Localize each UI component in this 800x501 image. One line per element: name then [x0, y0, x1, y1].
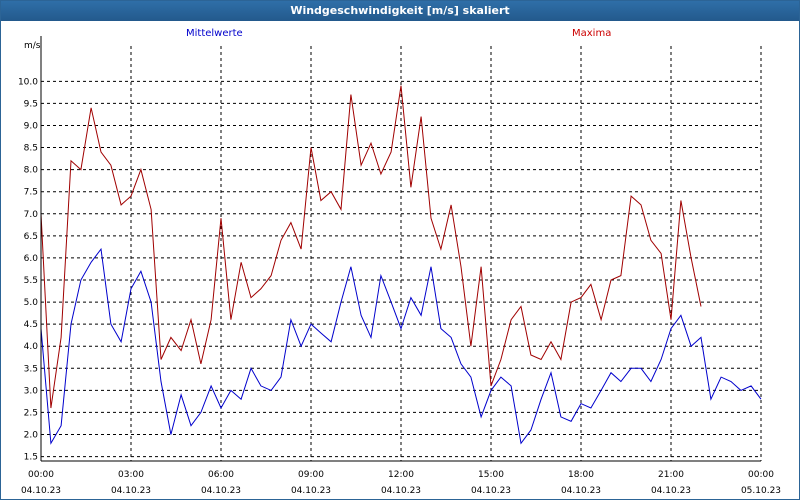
y-tick-label: 3.0: [24, 386, 39, 396]
y-tick-label: 4.0: [24, 342, 39, 352]
y-tick-label: 8.0: [24, 166, 39, 176]
y-tick-label: 6.0: [24, 254, 39, 264]
y-tick-label: 5.0: [24, 298, 39, 308]
x-tick-time: 18:00: [568, 470, 594, 480]
legend-maxima: Maxima: [572, 28, 612, 39]
x-tick-time: 09:00: [298, 470, 324, 480]
y-tick-label: 7.0: [24, 210, 39, 220]
y-tick-label: 7.5: [24, 188, 38, 198]
x-tick-time: 12:00: [388, 470, 414, 480]
y-tick-label: 9.5: [24, 99, 38, 109]
legend-mittelwerte: Mittelwerte: [186, 28, 243, 39]
x-tick-time: 00:00: [748, 470, 774, 480]
x-tick-date: 04.10.23: [381, 486, 421, 496]
x-tick-time: 06:00: [208, 470, 234, 480]
x-tick-date: 04.10.23: [651, 486, 691, 496]
y-tick-label: 6.5: [24, 232, 38, 242]
x-tick-date: 04.10.23: [111, 486, 151, 496]
series-line-maxima: [40, 85, 702, 409]
y-tick-label: 4.5: [24, 320, 38, 330]
x-tick-time: 21:00: [658, 470, 684, 480]
y-tick-label: 5.5: [24, 276, 38, 286]
x-tick-date: 05.10.23: [741, 486, 781, 496]
x-tick-date: 04.10.23: [21, 486, 61, 496]
y-tick-label: 3.5: [24, 364, 38, 374]
y-tick-label: 2.5: [24, 408, 38, 418]
x-tick-date: 04.10.23: [561, 486, 601, 496]
y-tick-label: 2.0: [24, 431, 39, 441]
x-tick-date: 04.10.23: [201, 486, 241, 496]
series-line-mittelwerte: [40, 247, 762, 445]
y-tick-label: 10.0: [18, 77, 38, 87]
y-tick-label: 9.0: [24, 121, 39, 131]
window-title: Windgeschwindigkeit [m/s] skaliert: [1, 1, 799, 21]
x-tick-time: 15:00: [478, 470, 504, 480]
x-tick-time: 00:00: [28, 470, 54, 480]
x-tick-date: 04.10.23: [471, 486, 511, 496]
x-tick-time: 03:00: [118, 470, 144, 480]
y-tick-label: 8.5: [24, 144, 38, 154]
y-tick-label: 1.5: [24, 453, 38, 463]
x-tick-date: 04.10.23: [291, 486, 331, 496]
y-axis-label: m/s: [24, 41, 41, 51]
